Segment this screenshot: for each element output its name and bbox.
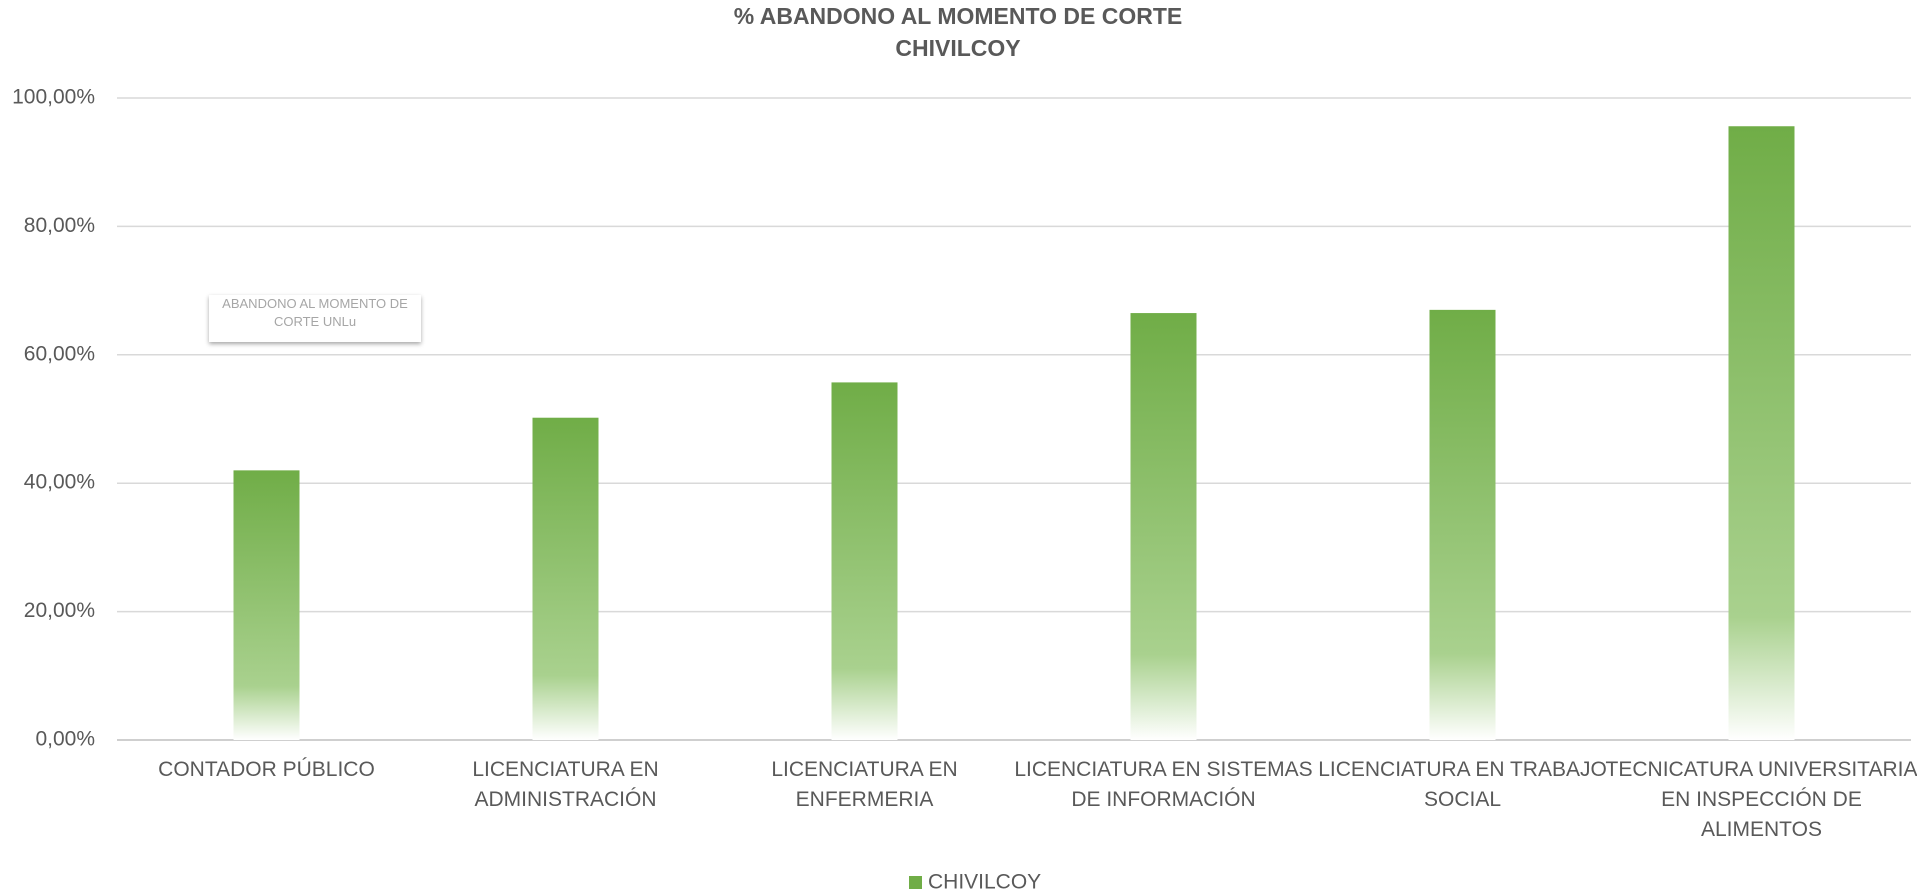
- y-tick-label: 40,00%: [24, 471, 95, 494]
- chart-subtitle: CHIVILCOY: [895, 35, 1020, 61]
- legend-label: CHIVILCOY: [928, 871, 1041, 891]
- bar: [831, 382, 898, 740]
- bar: [233, 470, 300, 740]
- bar: [1728, 126, 1795, 741]
- x-tick-label: LICENCIATURA EN ADMINISTRACIÓN: [472, 758, 658, 811]
- x-tick-label: TECNICATURA UNIVERSITARIA EN INSPECCIÓN D…: [1606, 758, 1917, 841]
- legend-swatch: [909, 876, 922, 889]
- chart-title: % ABANDONO AL MOMENTO DE CORTE: [734, 3, 1183, 29]
- y-tick-label: 0,00%: [35, 728, 95, 751]
- x-tick-label: LICENCIATURA EN SISTEMAS DE INFORMACIÓN: [1014, 758, 1312, 811]
- x-tick-label: CONTADOR PÚBLICO: [158, 758, 375, 781]
- bar: [1130, 313, 1197, 740]
- bar: [1429, 309, 1496, 740]
- annotation-box: [209, 295, 421, 342]
- annotation: ABANDONO AL MOMENTO DE CORTE UNLu: [222, 296, 408, 329]
- y-tick-label: 80,00%: [24, 214, 95, 237]
- y-tick-label: 100,00%: [12, 86, 95, 109]
- y-tick-label: 60,00%: [24, 342, 95, 365]
- x-tick-label: LICENCIATURA EN TRABAJO SOCIAL: [1318, 758, 1607, 811]
- bar: [532, 417, 599, 740]
- x-tick-label: LICENCIATURA EN ENFERMERIA: [771, 758, 957, 811]
- y-tick-label: 20,00%: [24, 599, 95, 622]
